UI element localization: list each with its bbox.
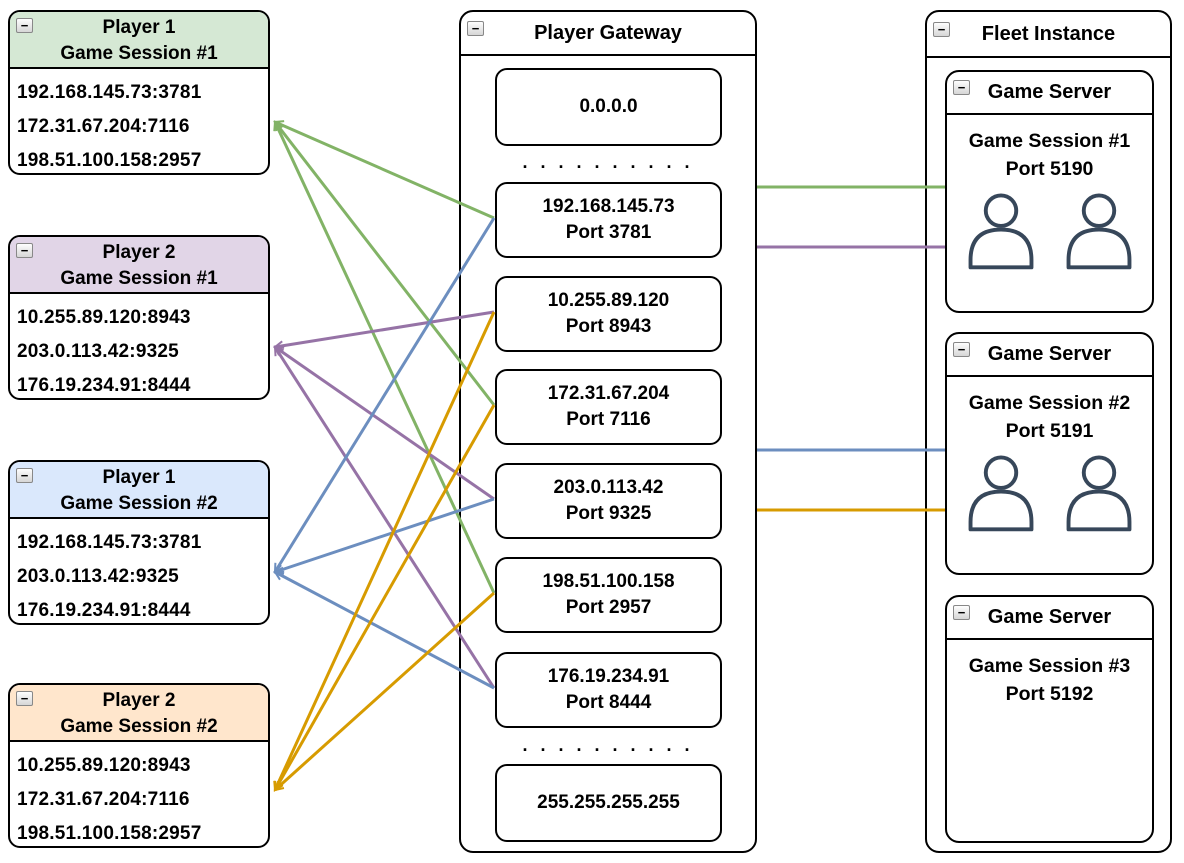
player-box-p2-session2: − Player 2 Game Session #2 10.255.89.120…: [8, 683, 270, 848]
fleet-instance: − Fleet Instance − Game Server Game Sess…: [925, 10, 1172, 853]
player-gateway: − Player Gateway 0.0.0.0 . . . . . . . .…: [459, 10, 757, 853]
person-icon: [968, 193, 1033, 270]
game-session-label: Game Session #2: [968, 392, 1131, 414]
person-icon: [1066, 193, 1131, 270]
gateway-slot-port: Port 9325: [565, 503, 652, 524]
gateway-slot-first: 0.0.0.0: [495, 68, 722, 146]
collapse-icon[interactable]: −: [16, 468, 33, 483]
player-box-header: − Player 2 Game Session #2: [10, 685, 268, 742]
game-server-1: − Game Server Game Session #1 Port 5190: [945, 70, 1154, 313]
collapse-icon[interactable]: −: [933, 22, 950, 37]
player-box-header: − Player 2 Game Session #1: [10, 237, 268, 294]
collapse-icon[interactable]: −: [16, 243, 33, 258]
endpoint: 172.31.67.204:7116: [17, 789, 190, 810]
person-icon: [968, 455, 1033, 532]
connected-players: [947, 453, 1152, 535]
gateway-slot-port: Port 7116: [566, 409, 651, 430]
endpoint: 176.19.234.91:8444: [17, 375, 191, 396]
game-server-header: − Game Server: [947, 334, 1152, 377]
player-box-p1-session1: − Player 1 Game Session #1 192.168.145.7…: [8, 10, 270, 175]
gateway-title: Player Gateway: [534, 22, 682, 44]
player-title: Player 1: [102, 467, 176, 488]
endpoint: 198.51.100.158:2957: [17, 150, 202, 171]
session-title: Game Session #2: [60, 716, 218, 737]
player-title: Player 2: [102, 242, 176, 263]
endpoint: 203.0.113.42:9325: [17, 566, 179, 587]
gateway-slot-7116: 172.31.67.204 Port 7116: [495, 369, 722, 445]
endpoint-list: 10.255.89.120:8943 172.31.67.204:7116 19…: [10, 742, 268, 851]
endpoint: 176.19.234.91:8444: [17, 600, 191, 621]
gateway-slot-address: 172.31.67.204: [547, 383, 670, 404]
gateway-slot-last: 255.255.255.255: [495, 764, 722, 842]
session-title: Game Session #1: [60, 43, 218, 64]
gateway-slot-address: 198.51.100.158: [542, 571, 675, 592]
gateway-slot-8444: 176.19.234.91 Port 8444: [495, 652, 722, 728]
collapse-icon[interactable]: −: [16, 18, 33, 33]
endpoint: 192.168.145.73:3781: [17, 82, 202, 103]
endpoint: 198.51.100.158:2957: [17, 823, 202, 844]
collapse-icon[interactable]: −: [953, 605, 970, 620]
gateway-slot-address: 10.255.89.120: [547, 290, 670, 311]
gateway-slot-port: Port 2957: [565, 597, 652, 618]
gateway-slot-address: 176.19.234.91: [547, 666, 670, 687]
gateway-slot-port: Port 8943: [565, 316, 652, 337]
game-server-title: Game Server: [987, 343, 1112, 365]
collapse-icon[interactable]: −: [467, 21, 484, 36]
endpoint-list: 10.255.89.120:8943 203.0.113.42:9325 176…: [10, 294, 268, 403]
game-session-label: Game Session #1: [968, 130, 1131, 152]
player-title: Player 1: [102, 17, 176, 38]
game-server-3: − Game Server Game Session #3 Port 5192: [945, 595, 1154, 843]
endpoint: 172.31.67.204:7116: [17, 116, 190, 137]
session-title: Game Session #1: [60, 268, 218, 289]
player-box-header: − Player 1 Game Session #1: [10, 12, 268, 69]
game-session-port: Port 5192: [1005, 683, 1094, 705]
gateway-slot-2957: 198.51.100.158 Port 2957: [495, 557, 722, 633]
gateway-header: − Player Gateway: [461, 12, 755, 56]
game-server-body: Game Session #1 Port 5190: [947, 115, 1152, 273]
game-session-label: Game Session #3: [968, 655, 1131, 677]
game-server-body: Game Session #2 Port 5191: [947, 377, 1152, 535]
connected-players: [947, 191, 1152, 273]
player-box-header: − Player 1 Game Session #2: [10, 462, 268, 519]
game-server-header: − Game Server: [947, 597, 1152, 640]
endpoint-list: 192.168.145.73:3781 203.0.113.42:9325 17…: [10, 519, 268, 628]
endpoint: 203.0.113.42:9325: [17, 341, 179, 362]
game-server-title: Game Server: [987, 606, 1112, 628]
gateway-slot-address: 203.0.113.42: [553, 477, 664, 498]
player-box-p1-session2: − Player 1 Game Session #2 192.168.145.7…: [8, 460, 270, 625]
gateway-slot-port: Port 8444: [565, 692, 652, 713]
game-server-body: Game Session #3 Port 5192: [947, 640, 1152, 708]
ellipsis-dots: . . . . . . . . . .: [522, 152, 694, 172]
gateway-slot-address: 255.255.255.255: [537, 792, 680, 813]
gateway-slot-port: Port 3781: [565, 222, 652, 243]
collapse-icon[interactable]: −: [16, 691, 33, 706]
person-icon: [1066, 455, 1131, 532]
ellipsis-dots: . . . . . . . . . .: [522, 735, 694, 755]
gateway-slot-address: 0.0.0.0: [579, 96, 638, 117]
gateway-slot-address: 192.168.145.73: [542, 196, 675, 217]
game-server-header: − Game Server: [947, 72, 1152, 115]
gateway-slot-3781: 192.168.145.73 Port 3781: [495, 182, 722, 258]
gateway-slot-8943: 10.255.89.120 Port 8943: [495, 276, 722, 352]
collapse-icon[interactable]: −: [953, 80, 970, 95]
game-session-port: Port 5191: [1005, 420, 1094, 442]
fleet-title: Fleet Instance: [981, 23, 1116, 45]
endpoint-list: 192.168.145.73:3781 172.31.67.204:7116 1…: [10, 69, 268, 178]
endpoint: 192.168.145.73:3781: [17, 532, 202, 553]
player-title: Player 2: [102, 690, 176, 711]
game-server-2: − Game Server Game Session #2 Port 5191: [945, 332, 1154, 575]
endpoint: 10.255.89.120:8943: [17, 307, 191, 328]
endpoint: 10.255.89.120:8943: [17, 755, 191, 776]
collapse-icon[interactable]: −: [953, 342, 970, 357]
session-title: Game Session #2: [60, 493, 218, 514]
player-box-p2-session1: − Player 2 Game Session #1 10.255.89.120…: [8, 235, 270, 400]
game-session-port: Port 5190: [1005, 158, 1094, 180]
game-server-title: Game Server: [987, 81, 1112, 103]
gateway-slot-9325: 203.0.113.42 Port 9325: [495, 463, 722, 539]
fleet-header: − Fleet Instance: [927, 12, 1170, 58]
